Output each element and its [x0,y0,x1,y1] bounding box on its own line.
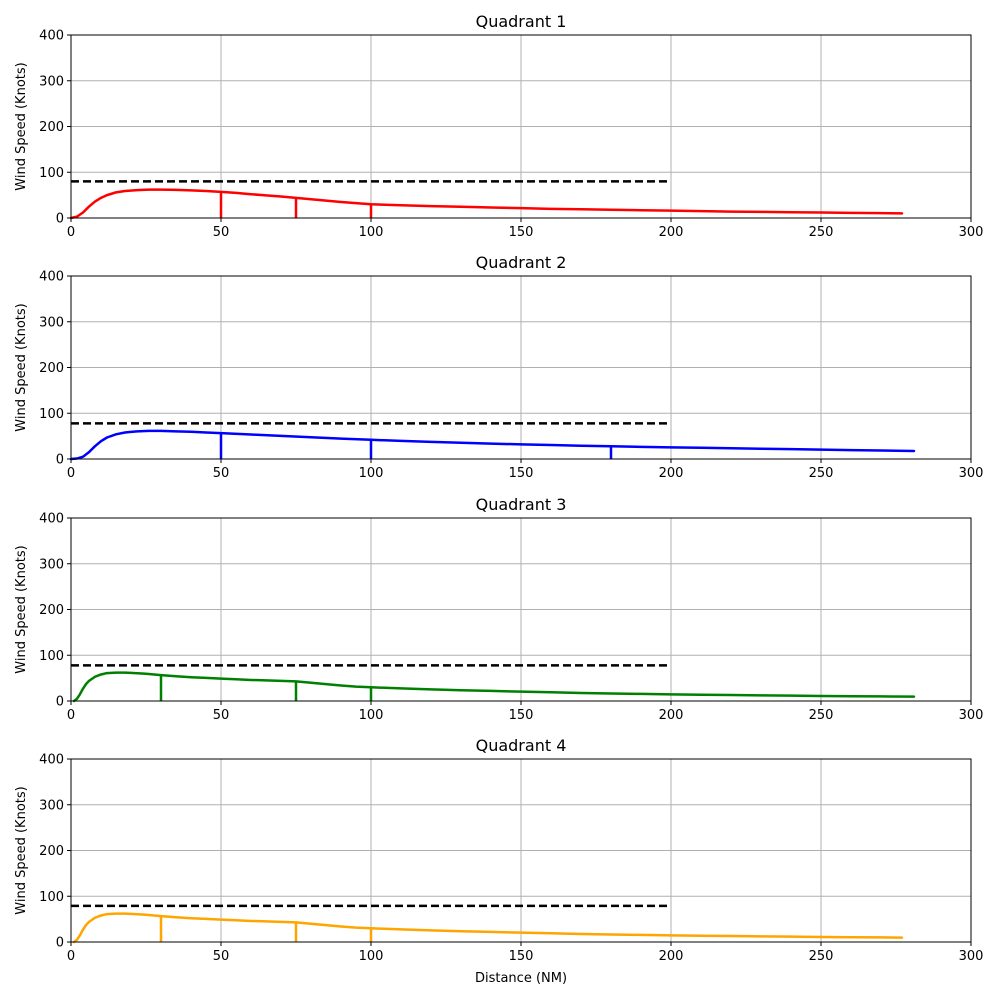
quadrant-2-title: Quadrant 2 [476,253,567,272]
quadrant-1-x-tick-label: 300 [959,225,984,240]
quadrant-2-ticks: 0 50 100 150 200 250 300 0 100 200 300 400 [39,270,983,482]
quadrant-3-panel: Quadrant 3 Wind Speed (Knots) 0 50 100 150 2… [14,495,983,723]
quadrant-4-y-tick-label: 200 [39,844,64,859]
quadrant-4-x-tick-label: 300 [959,949,984,964]
quadrant-1-ticks: 0 50 100 150 200 250 300 0 100 200 300 400 [39,29,983,241]
quadrant-4-grid [70,758,972,943]
quadrant-2-y-tick-label: 300 [39,315,64,330]
quadrant-3-x-tick-label: 0 [67,708,75,723]
quadrant-2-x-tick-label: 200 [659,466,684,481]
quadrant-3-y-tick-label: 300 [39,557,64,572]
quadrant-4-x-tick-label: 250 [809,949,834,964]
quadrant-2-y-tick-label: 0 [56,453,64,468]
quadrant-2-x-tick-label: 100 [359,466,384,481]
quadrant-4-y-tick-label: 0 [56,936,64,951]
quadrant-4-y-tick-label: 300 [39,798,64,813]
quadrant-1-panel: Quadrant 1 Wind Speed (Knots) 0 50 100 150 2… [14,12,983,240]
quadrant-2-wind-speed-line [69,429,916,461]
quadrant-1-x-tick-label: 200 [659,225,684,240]
quadrant-1-x-tick-label: 250 [809,225,834,240]
quadrant-4-title: Quadrant 4 [476,736,567,755]
quadrant-3-x-tick-label: 200 [659,708,684,723]
quadrant-3-x-tick-label: 150 [509,708,534,723]
quadrant-4-wind-speed-line [72,912,904,944]
quadrant-3-ticks: 0 50 100 150 200 250 300 0 100 200 300 400 [39,512,983,724]
x-axis-label: Distance (NM) [475,971,567,986]
quadrant-1-y-tick-label: 200 [39,120,64,135]
quadrant-2-y-tick-label: 200 [39,361,64,376]
quadrant-4-x-tick-label: 0 [67,949,75,964]
quadrant-2-x-tick-label: 300 [959,466,984,481]
quadrant-4-x-tick-label: 50 [213,949,230,964]
quadrant-2-y-tick-label: 100 [39,407,64,422]
quadrant-1-y-tick-label: 300 [39,74,64,89]
quadrant-4-panel: Quadrant 4 Wind Speed (Knots) Distance (… [14,736,983,986]
quadrant-1-y-tick-label: 100 [39,166,64,181]
quadrant-4-y-tick-label: 400 [39,753,64,768]
quadrant-4-y-tick-label: 100 [39,890,64,905]
quadrant-3-grid [70,517,972,702]
quadrant-2-panel: Quadrant 2 Wind Speed (Knots) 0 50 100 150 2… [14,253,983,481]
quadrant-2-y-axis-label: Wind Speed (Knots) [14,303,29,431]
quadrant-2-x-tick-label: 150 [509,466,534,481]
quadrant-2-x-tick-label: 50 [213,466,230,481]
quadrant-1-x-tick-label: 150 [509,225,534,240]
quadrant-1-y-tick-label: 0 [56,212,64,227]
quadrant-2-y-tick-label: 400 [39,270,64,285]
quadrant-3-y-tick-label: 400 [39,512,64,527]
quadrant-3-y-tick-label: 200 [39,603,64,618]
quadrant-3-title: Quadrant 3 [476,495,567,514]
quadrant-4-y-axis-label: Wind Speed (Knots) [14,786,29,914]
quadrant-4-x-tick-label: 100 [359,949,384,964]
quadrant-3-x-tick-label: 50 [213,708,230,723]
quadrant-3-x-tick-label: 100 [359,708,384,723]
quadrant-3-wind-speed-line [72,671,916,703]
quadrant-3-x-tick-label: 300 [959,708,984,723]
quadrant-1-wind-speed-line [69,188,904,220]
quadrant-3-y-tick-label: 100 [39,649,64,664]
quadrant-1-y-axis-label: Wind Speed (Knots) [14,62,29,190]
quadrant-1-x-tick-label: 0 [67,225,75,240]
quadrant-4-ticks: 0 50 100 150 200 250 300 0 100 200 300 400 [39,753,983,965]
quadrant-3-y-tick-label: 0 [56,695,64,710]
quadrant-2-x-tick-label: 0 [67,466,75,481]
quadrant-1-title: Quadrant 1 [476,12,567,31]
quadrant-1-x-tick-label: 100 [359,225,384,240]
quadrant-4-x-tick-label: 200 [659,949,684,964]
quadrant-4-x-tick-label: 150 [509,949,534,964]
quadrant-2-x-tick-label: 250 [809,466,834,481]
quadrant-1-x-tick-label: 50 [213,225,230,240]
quadrant-1-y-tick-label: 400 [39,29,64,44]
quadrant-3-x-tick-label: 250 [809,708,834,723]
quadrant-3-y-axis-label: Wind Speed (Knots) [14,545,29,673]
